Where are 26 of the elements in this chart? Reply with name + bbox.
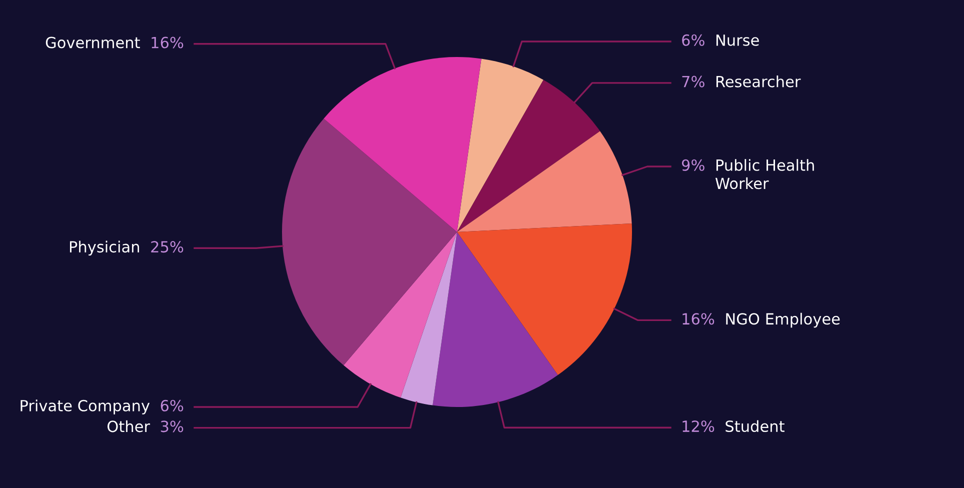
pie-slice <box>457 58 544 232</box>
data-label: 25% <box>151 241 184 253</box>
pie-slice <box>344 232 457 398</box>
slice-label: Public Health Worker <box>715 159 814 190</box>
data-label: 3% <box>160 420 184 432</box>
pie-slice <box>457 131 632 232</box>
slice-label: Physician <box>70 240 140 256</box>
slice-label: Other <box>108 420 150 432</box>
data-label: 6% <box>682 34 704 46</box>
data-label: 7% <box>682 76 704 88</box>
pie-slice <box>432 232 558 407</box>
pie-slice <box>457 223 632 375</box>
slice-label: Researcher <box>716 76 801 88</box>
data-label: 6% <box>160 400 184 412</box>
slice-label: Government <box>46 36 140 48</box>
slice-label: Private Company <box>20 400 150 414</box>
pie-slice <box>324 57 482 232</box>
data-label: 16% <box>682 313 714 325</box>
data-label: 12% <box>682 420 714 432</box>
slice-label: NGO Employee <box>726 312 840 328</box>
data-label: 16% <box>152 36 184 48</box>
data-label: 9% <box>682 159 704 171</box>
pie-slice <box>282 118 457 366</box>
slice-label: Student <box>726 420 784 432</box>
pie-slice <box>400 232 457 406</box>
slice-label: Nurse <box>716 34 759 46</box>
